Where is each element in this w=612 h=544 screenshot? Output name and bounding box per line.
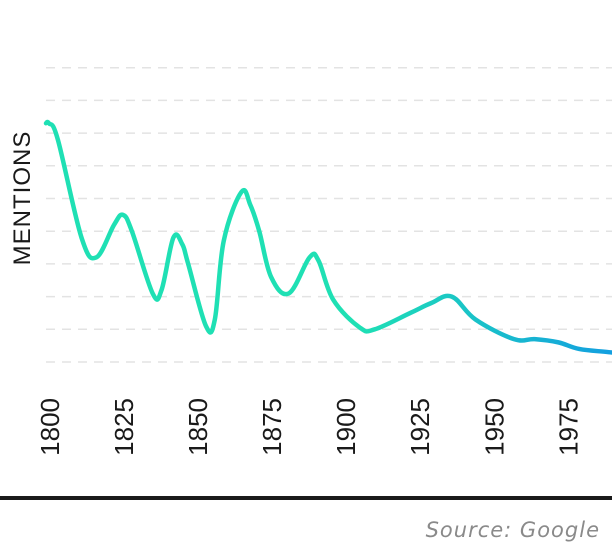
series-line bbox=[43, 119, 612, 355]
source-note: Source: Google bbox=[426, 518, 600, 542]
x-tick-label: 1875 bbox=[257, 398, 287, 456]
y-axis-label: MENTIONS bbox=[9, 131, 36, 266]
series-layer bbox=[43, 119, 612, 355]
x-tick-label: 1825 bbox=[109, 398, 139, 456]
x-tick-label: 1925 bbox=[405, 398, 435, 456]
x-tick-label: 1975 bbox=[553, 398, 583, 456]
x-tick-label: 1900 bbox=[331, 398, 361, 456]
x-tick-label: 1950 bbox=[479, 398, 509, 456]
x-tick-labels: 180018251850187519001925195019752000 bbox=[35, 398, 583, 456]
gridlines bbox=[46, 66, 612, 363]
x-tick-label: 1800 bbox=[35, 398, 65, 456]
x-tick-label: 1850 bbox=[183, 398, 213, 456]
